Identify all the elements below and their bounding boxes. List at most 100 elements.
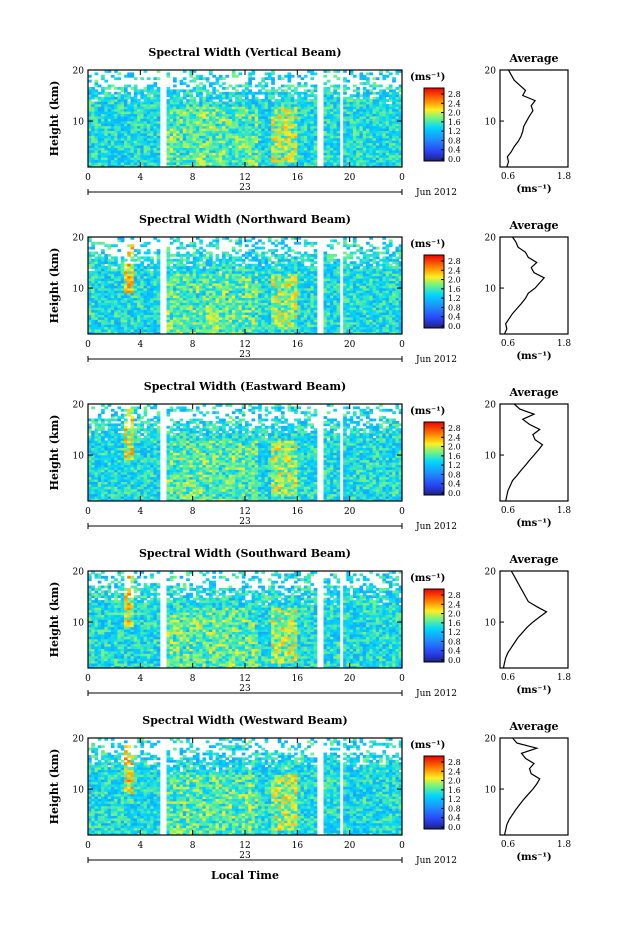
heatmap-cell [264,263,269,267]
heatmap-cell [130,331,135,335]
heatmap-cell [284,108,288,112]
heatmap-cell [245,283,249,286]
heatmap-cell [271,283,275,286]
heatmap-cell [248,321,252,325]
heatmap-cell [245,329,249,332]
heatmap-cell [375,150,380,153]
heatmap-cell [176,113,180,117]
heatmap-cell [195,150,200,153]
heatmap-cell [166,125,171,129]
heatmap-cell [251,251,256,255]
heatmap-cell [179,290,184,294]
heatmap-cell [101,280,105,284]
heatmap-cell [189,106,194,110]
heatmap-cell [117,101,122,105]
heatmap-cell [127,120,131,124]
heatmap-cell [372,77,377,81]
heatmap-cell [127,135,131,139]
heatmap-cell [362,120,367,124]
heatmap-cell [120,94,125,98]
heatmap-cell [251,135,256,139]
heatmap-cell [133,106,138,110]
heatmap-cell [366,137,370,141]
heatmap-cell [248,145,252,148]
heatmap-cell [212,319,216,323]
heatmap-cell [238,101,243,105]
heatmap-cell [375,137,380,141]
heatmap-cell [254,312,259,315]
heatmap-cell [300,137,305,141]
heatmap-cell [326,103,331,107]
heatmap-cell [245,263,249,267]
heatmap-cell [186,152,190,156]
heatmap-cell [88,261,92,265]
heatmap-cell [120,106,125,110]
heatmap-cell [94,108,99,112]
heatmap-cell [336,123,341,127]
heatmap-cell [264,251,269,255]
heatmap-cell [336,140,341,144]
heatmap-cell [297,101,301,105]
heatmap-cell [130,147,135,151]
heatmap-cell [140,130,144,134]
heatmap-cell [88,270,92,274]
heatmap-cell [395,152,400,156]
heatmap-cell [343,99,347,102]
heatmap-cell [101,251,105,255]
heatmap-cell [88,108,92,112]
heatmap-cell [235,321,239,325]
heatmap-cell [241,150,246,153]
heatmap-cell [202,324,207,328]
heatmap-cell [130,154,135,158]
heatmap-cell [130,256,135,260]
heatmap-cell [140,77,144,81]
heatmap-cell [215,331,220,335]
heatmap-cell [385,130,390,134]
heatmap-cell [110,280,115,284]
heatmap-cell [235,295,239,299]
heatmap-cell [173,150,177,153]
heatmap-cell [137,256,141,260]
heatmap-cell [254,268,259,272]
heatmap-cell [114,159,118,163]
heatmap-cell [307,133,311,136]
heatmap-cell [261,251,266,255]
heatmap-cell [238,321,243,325]
heatmap-cell [215,94,220,98]
heatmap-cell [143,86,148,90]
heatmap-cell [352,145,357,148]
heatmap-cell [114,256,118,260]
heatmap-cell [133,302,138,306]
heatmap-cell [310,154,315,158]
heatmap-cell [114,244,118,248]
heatmap-cell [117,312,122,315]
heatmap-cell [130,111,135,115]
heatmap-cell [91,317,95,320]
heatmap-cell [313,147,318,151]
heatmap-cell [153,103,158,107]
heatmap-cell [107,268,112,272]
heatmap-cell [97,331,102,335]
heatmap-cell [372,135,377,139]
heatmap-cell [137,89,141,93]
heatmap-cell [356,108,360,112]
heatmap-cell [245,150,249,153]
heatmap-cell [166,103,171,107]
heatmap-cell [245,154,249,158]
heatmap-cell [176,309,180,313]
heatmap-cell [186,120,190,124]
heatmap-cell [150,135,154,139]
heatmap-cell [222,295,226,299]
heatmap-cell [173,96,177,100]
heatmap-cell [343,162,347,165]
heatmap-cell [143,70,148,73]
heatmap-cell [110,295,115,299]
heatmap-cell [258,111,262,115]
heatmap-cell [245,152,249,156]
heatmap-cell [91,162,95,165]
heatmap-cell [195,137,200,141]
heatmap-cell [248,253,252,257]
heatmap-cell [218,309,223,313]
heatmap-cell [173,108,177,112]
heatmap-cell [274,118,279,122]
